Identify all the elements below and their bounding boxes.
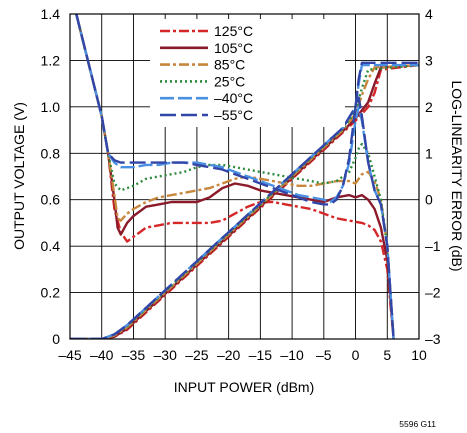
x-tick-label: –15 bbox=[249, 347, 273, 363]
y2-tick-label: –1 bbox=[425, 238, 441, 254]
x-tick-label: 10 bbox=[411, 347, 427, 363]
x-tick-label: 0 bbox=[352, 347, 360, 363]
plot-frame bbox=[69, 13, 420, 340]
legend-label: 125°C bbox=[214, 23, 253, 39]
y2-tick-label: 3 bbox=[425, 52, 433, 68]
x-tick-label: –45 bbox=[58, 347, 82, 363]
legend-label: 25°C bbox=[214, 73, 245, 89]
voltage-curve-55C bbox=[70, 61, 419, 339]
y-tick-label: 1.4 bbox=[41, 6, 61, 22]
y2-tick-label: 4 bbox=[425, 6, 433, 22]
y-tick-label: 1.0 bbox=[41, 99, 61, 115]
y2-axis-label: LOG-LINEARITY ERROR (dB) bbox=[449, 80, 465, 271]
y2-tick-label: 2 bbox=[425, 99, 433, 115]
y-axis-label: OUTPUT VOLTAGE (V) bbox=[11, 102, 27, 250]
error-curve-40C bbox=[75, 14, 395, 339]
x-tick-label: –35 bbox=[122, 347, 146, 363]
x-tick-label: –25 bbox=[185, 347, 209, 363]
x-tick-label: –30 bbox=[154, 347, 178, 363]
y-tick-label: 0.4 bbox=[41, 238, 61, 254]
y-tick-label: 0 bbox=[52, 331, 60, 347]
x-tick-label: 5 bbox=[383, 347, 391, 363]
figure-id: 5596 G11 bbox=[399, 419, 436, 429]
y2-tick-label: 1 bbox=[425, 145, 433, 161]
error-curve-105C bbox=[75, 14, 395, 339]
legend-label: –40°C bbox=[214, 90, 253, 106]
y-tick-label: 0.2 bbox=[41, 285, 61, 301]
x-tick-label: –20 bbox=[217, 347, 241, 363]
y-tick-label: 1.2 bbox=[41, 52, 61, 68]
legend-label: 105°C bbox=[214, 40, 253, 56]
error-curve-55C bbox=[75, 14, 395, 339]
x-tick-labels: –45 –40 –35 –30 –25 –20 –15 –10 –5 0 5 10 bbox=[58, 347, 427, 363]
y-tick-labels: 0 0.2 0.4 0.6 0.8 1.0 1.2 1.4 bbox=[41, 6, 61, 347]
error-curve-25C bbox=[75, 14, 395, 339]
y-tick-label: 0.6 bbox=[41, 192, 61, 208]
y2-tick-labels: –3 –2 –1 0 1 2 3 4 bbox=[425, 6, 441, 347]
y2-tick-label: –3 bbox=[425, 331, 441, 347]
legend-label: 85°C bbox=[214, 57, 245, 73]
legend-label: –55°C bbox=[214, 107, 253, 123]
error-curve-85C bbox=[75, 14, 395, 339]
x-tick-label: –40 bbox=[90, 347, 114, 363]
x-tick-label: –5 bbox=[316, 347, 332, 363]
x-tick-label: –10 bbox=[280, 347, 304, 363]
y-tick-label: 0.8 bbox=[41, 145, 61, 161]
x-axis-label: INPUT POWER (dBm) bbox=[174, 379, 315, 395]
y2-tick-label: –2 bbox=[425, 285, 441, 301]
series-curves bbox=[70, 14, 419, 339]
legend-background bbox=[150, 19, 345, 127]
y2-tick-label: 0 bbox=[425, 192, 433, 208]
